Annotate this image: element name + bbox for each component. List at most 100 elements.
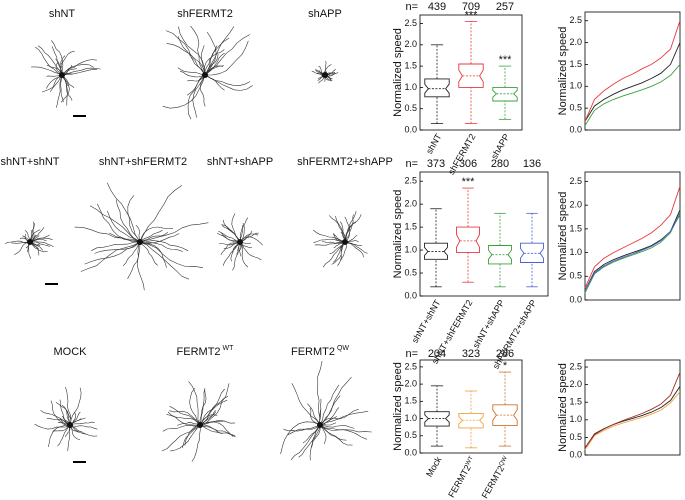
trajectory bbox=[280, 421, 321, 455]
box bbox=[492, 404, 518, 426]
y-axis-label: Normalized speed bbox=[557, 192, 569, 281]
trajectory bbox=[181, 424, 201, 449]
trajectory bbox=[311, 424, 321, 448]
trajectory bbox=[69, 421, 95, 426]
y-tick-label: 1.5 bbox=[404, 221, 417, 231]
trajectory bbox=[46, 74, 63, 89]
trajectory bbox=[319, 384, 340, 426]
condition-label: shNT+shNT bbox=[1, 156, 60, 168]
label-text: shFERMT2+shAPP bbox=[297, 156, 393, 168]
category-superscript: QW bbox=[498, 455, 509, 467]
plot-frame bbox=[419, 14, 523, 131]
box bbox=[424, 242, 448, 260]
trajectory bbox=[61, 74, 68, 106]
trajectory bbox=[313, 229, 346, 243]
y-tick-label: 2.0 bbox=[569, 200, 582, 210]
label-superscript: WT bbox=[223, 345, 235, 352]
count-label: 204 bbox=[428, 348, 446, 360]
box bbox=[424, 78, 450, 98]
label-text: FERMT2 bbox=[291, 346, 335, 358]
y-tick-label: 1.0 bbox=[404, 413, 417, 423]
y-tick-label: 0.0 bbox=[404, 447, 417, 457]
trajectory bbox=[139, 241, 190, 280]
condition-label: shAPP bbox=[308, 8, 342, 20]
trajectory bbox=[199, 420, 236, 426]
trajectory bbox=[29, 241, 50, 247]
trajectory bbox=[187, 74, 206, 120]
trajectory bbox=[192, 74, 206, 118]
label-text: shNT+shNT bbox=[1, 156, 60, 168]
condition-label: MOCK bbox=[54, 346, 88, 358]
y-tick-label: 1.0 bbox=[569, 414, 582, 424]
trajectory bbox=[344, 214, 362, 243]
trajectory bbox=[127, 241, 141, 279]
trajectory bbox=[199, 399, 228, 426]
trajectory bbox=[190, 25, 206, 76]
trajectory bbox=[11, 241, 30, 244]
trajectory bbox=[344, 216, 350, 243]
trajectory bbox=[29, 237, 53, 243]
count-label: 286 bbox=[496, 348, 514, 360]
trajectory bbox=[139, 233, 180, 244]
y-tick-label: 0.0 bbox=[569, 124, 582, 134]
trajectory bbox=[239, 241, 262, 261]
trajectory bbox=[122, 241, 141, 267]
y-tick-label: 0.5 bbox=[404, 267, 417, 277]
trajectory bbox=[89, 205, 141, 243]
trajectory bbox=[61, 59, 97, 76]
y-tick-label: 1.0 bbox=[404, 244, 417, 254]
trajectory bbox=[335, 215, 346, 243]
trajectory-origin bbox=[137, 239, 143, 245]
y-tick-label: 0.5 bbox=[569, 103, 582, 113]
trajectory bbox=[298, 424, 321, 458]
trajectory-origin bbox=[322, 72, 328, 78]
trajectory bbox=[167, 411, 201, 426]
trajectory bbox=[106, 182, 141, 243]
y-tick-label: 0.0 bbox=[569, 294, 582, 304]
trajectory bbox=[319, 424, 327, 444]
y-tick-label: 1.5 bbox=[569, 59, 582, 69]
n-label: n= bbox=[405, 1, 418, 13]
label-text: shNT bbox=[49, 8, 76, 20]
y-axis-label: Normalized speed bbox=[392, 28, 404, 117]
trajectory bbox=[135, 225, 141, 243]
trajectory bbox=[65, 386, 72, 426]
trajectory bbox=[199, 424, 223, 434]
significance: * bbox=[503, 360, 508, 372]
plot-frame bbox=[584, 11, 681, 131]
trajectory bbox=[291, 383, 321, 426]
y-tick-label: 0.5 bbox=[404, 430, 417, 440]
trajectory bbox=[204, 34, 251, 76]
y-tick-label: 1.0 bbox=[404, 82, 417, 92]
trajectory bbox=[319, 376, 352, 426]
trajectory bbox=[29, 227, 44, 243]
trajectory bbox=[199, 388, 206, 426]
y-tick-label: 0.0 bbox=[404, 124, 417, 134]
trajectory bbox=[139, 226, 174, 243]
trajectory bbox=[56, 74, 63, 108]
y-axis-label: Normalized speed bbox=[392, 362, 404, 451]
count-label: 280 bbox=[491, 158, 509, 170]
condition-label: FERMT2 QW bbox=[291, 345, 349, 358]
trajectory bbox=[162, 424, 201, 432]
y-tick-label: 1.5 bbox=[404, 396, 417, 406]
trajectory bbox=[319, 424, 353, 446]
trajectory-origin bbox=[202, 72, 208, 78]
trajectory bbox=[191, 424, 201, 462]
trajectory bbox=[97, 203, 141, 243]
cumulative-line bbox=[584, 42, 681, 122]
trajectory bbox=[199, 411, 217, 426]
y-tick-label: 2.0 bbox=[404, 378, 417, 388]
trajectory bbox=[139, 232, 168, 243]
y-tick-label: 0.5 bbox=[404, 103, 417, 113]
y-tick-label: 2.5 bbox=[569, 15, 582, 25]
trajectory bbox=[307, 403, 321, 426]
count-label: 136 bbox=[523, 158, 541, 170]
box bbox=[458, 412, 484, 429]
trajectory bbox=[319, 424, 372, 433]
trajectory bbox=[80, 241, 141, 272]
n-label: n= bbox=[405, 348, 418, 360]
trajectory bbox=[239, 217, 249, 243]
